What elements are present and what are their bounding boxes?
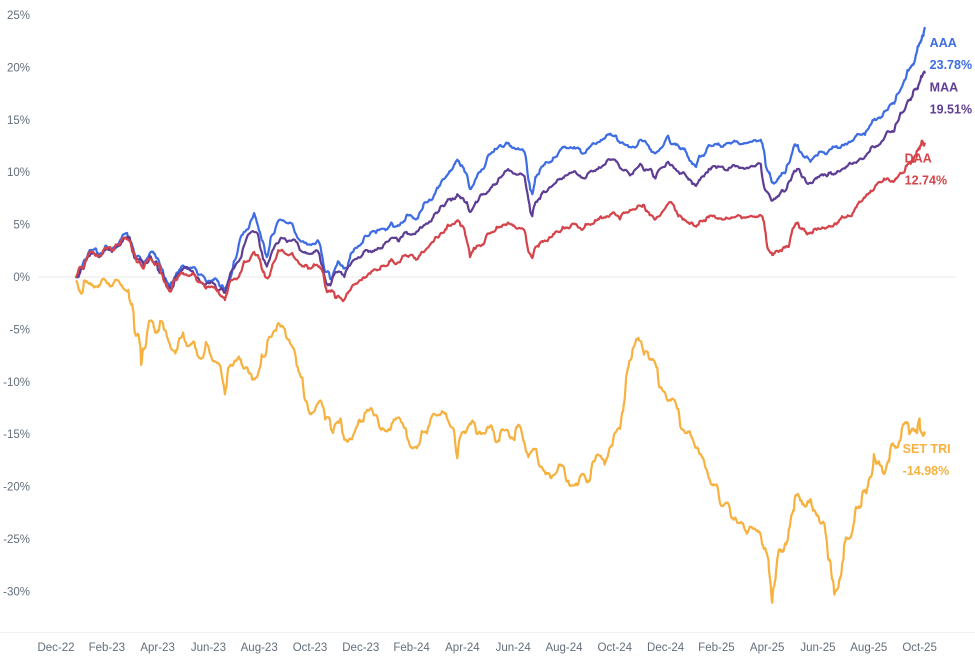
x-axis-tick-label: Dec-23 <box>342 642 379 654</box>
x-axis-tick-label: Apr-25 <box>750 642 785 654</box>
x-axis-tick-label: Jun-24 <box>496 642 532 654</box>
x-axis-tick-label: Dec-22 <box>37 642 74 654</box>
x-axis-tick-label: Oct-24 <box>598 642 633 654</box>
x-axis-tick-label: Aug-25 <box>850 642 887 654</box>
x-axis-tick-label: Feb-23 <box>89 642 125 654</box>
y-axis-tick-label: -5% <box>10 324 30 336</box>
y-axis-tick-label: 15% <box>7 115 30 127</box>
x-axis-tick-label: Oct-23 <box>293 642 328 654</box>
series-label-maa: MAA <box>930 81 958 95</box>
x-axis-tick-label: Apr-23 <box>140 642 175 654</box>
y-axis-tick-label: -30% <box>3 586 30 598</box>
y-axis-tick-label: 25% <box>7 10 30 22</box>
y-axis-tick-label: 10% <box>7 167 30 179</box>
y-axis-tick-label: -15% <box>3 429 30 441</box>
x-axis-tick-label: Apr-24 <box>445 642 480 654</box>
y-axis-tick-label: -20% <box>3 482 30 494</box>
series-value-daa: 12.74% <box>905 174 947 188</box>
y-axis-tick-label: -25% <box>3 534 30 546</box>
x-axis-tick-label: Jun-23 <box>191 642 226 654</box>
x-axis-tick-label: Jun-25 <box>800 642 835 654</box>
series-label-set-tri: SET TRI <box>903 442 951 456</box>
x-axis-tick-label: Feb-24 <box>393 642 430 654</box>
series-line-maa[interactable] <box>75 70 926 294</box>
x-axis-tick-label: Oct-25 <box>902 642 937 654</box>
x-axis-tick-label: Dec-24 <box>647 642 685 654</box>
x-axis-tick-label: Feb-25 <box>698 642 734 654</box>
series-line-aaa[interactable] <box>75 26 926 291</box>
series-label-daa: DAA <box>905 152 932 166</box>
series-line-set-tri[interactable] <box>75 277 926 604</box>
x-axis-tick-label: Aug-24 <box>545 642 583 654</box>
series-label-aaa: AAA <box>930 36 957 50</box>
x-axis-tick-label: Aug-23 <box>241 642 278 654</box>
series-line-daa[interactable] <box>75 139 926 303</box>
y-axis-tick-label: -10% <box>3 377 30 389</box>
series-value-set-tri: -14.98% <box>903 464 950 478</box>
y-axis-tick-label: 0% <box>13 272 30 284</box>
series-value-maa: 19.51% <box>930 103 972 117</box>
y-axis-tick-label: 20% <box>7 62 30 74</box>
y-axis-tick-label: 5% <box>13 220 30 232</box>
series-value-aaa: 23.78% <box>930 58 972 72</box>
